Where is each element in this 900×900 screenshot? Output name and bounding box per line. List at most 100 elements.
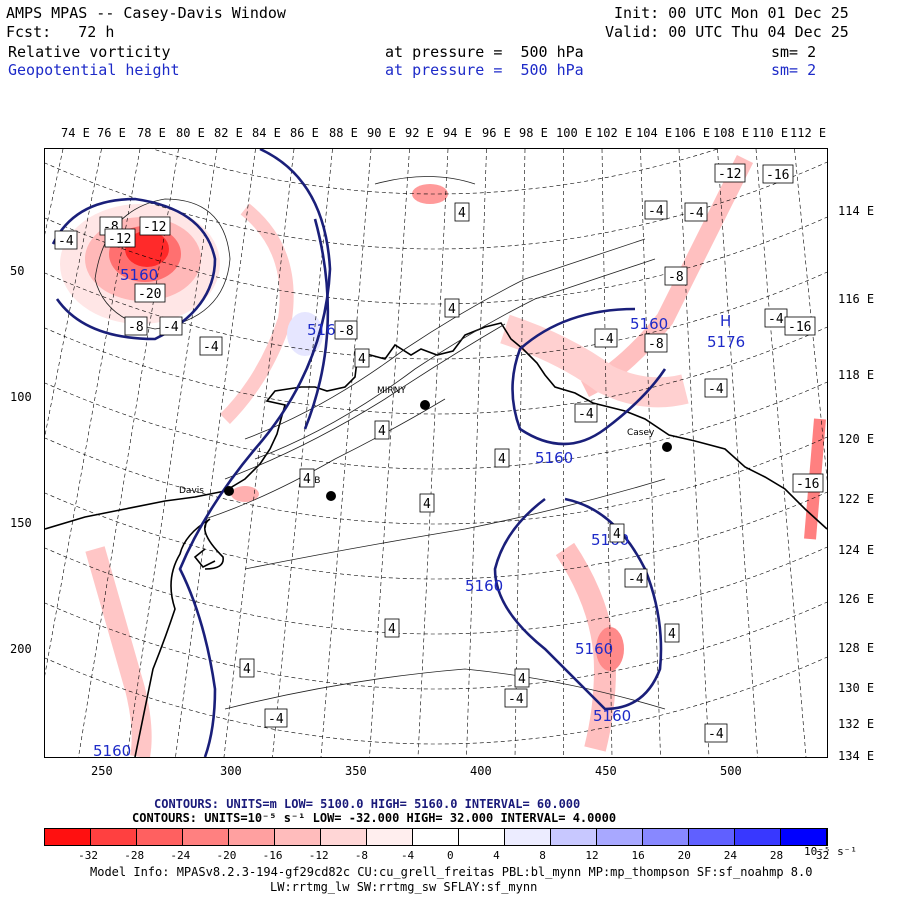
colorbar [44,828,828,846]
meridian-line [175,149,256,757]
map-panel: Davis Casey MIRNY MTB 5160 5160 5160 516… [44,148,828,758]
top-longitude-label: 100 E [556,126,593,140]
vorticity-label-box [714,163,746,183]
vorticity-label: -4 [708,727,724,742]
top-longitude-label: 76 E [97,126,126,140]
model-info: Model Info: MPASv8.2.3-194-gf29cd82c CU:… [90,865,813,879]
field1-name: Relative vorticity [8,43,171,61]
model-physics: LW:rrtmg_lw SW:rrtmg_sw SFLAY:sf_mynn [270,880,538,894]
colorbar-label: 8 [539,849,546,862]
meridian-line [601,149,613,757]
vorticity-label-box [574,403,598,423]
colorbar-swatch [597,829,643,845]
vort-contour-1 [244,238,646,440]
vorticity-label-box [494,448,510,468]
vorticity-contours [94,176,666,710]
vorticity-label-box [664,266,688,286]
parallel-line [45,436,827,525]
map-title: AMPS MPAS -- Casey-Davis Window [6,4,286,22]
meridian-line [272,149,333,757]
vorticity-label: 4 [518,672,526,687]
height-label: 5160 [593,707,631,725]
colorbar-swatch [413,829,459,845]
right-longitude-label: 126 E [838,592,875,606]
colorbar-swatch [321,829,367,845]
coastline-main [45,322,827,530]
meridian-line [717,149,758,757]
x-tick-label: 300 [220,764,242,778]
top-longitude-label: 96 E [482,126,511,140]
vort-shade-positive-blue [287,312,323,356]
meridian-line [794,149,827,482]
vorticity-label: -4 [708,382,724,397]
meridian-line [755,149,807,757]
vorticity-label: -4 [163,320,179,335]
right-longitude-label: 132 E [838,717,875,731]
coastline [45,322,827,757]
colorbar-swatch [91,829,137,845]
valid-time: Valid: 00 UTC Thu 04 Dec 25 [605,23,849,41]
vorticity-label-box [239,658,255,678]
colorbar-swatch [275,829,321,845]
station-markers [224,400,672,501]
vort-shade-spot-north [412,184,448,204]
x-tick-label: 500 [720,764,742,778]
vorticity-label: -4 [628,572,644,587]
meridian-line [369,149,410,757]
right-longitude-label: 122 E [838,492,875,506]
vorticity-label: -4 [768,312,784,327]
vorticity-label-box [624,568,648,588]
top-longitude-label: 108 E [713,126,750,140]
right-longitude-label: 130 E [838,681,875,695]
top-longitude-label: 78 E [137,126,166,140]
height-label: 5160 [535,449,573,467]
height-label: 5176 [707,333,745,351]
colorbar-swatch [183,829,229,845]
colorbar-swatch [689,829,735,845]
vorticity-label: -4 [598,332,614,347]
right-longitude-label: 124 E [838,543,875,557]
top-longitude-label: 110 E [752,126,789,140]
vorticity-label-box [704,723,728,743]
height-contour-cyclone [51,197,217,341]
vorticity-label-box [444,298,460,318]
vorticity-label-box [419,493,435,513]
right-longitude-label: 114 E [838,204,875,218]
top-longitude-label: 104 E [636,126,673,140]
colorbar-swatch [229,829,275,845]
vorticity-label-box [664,623,680,643]
coastline-lower [134,518,224,757]
vorticity-label: -4 [268,712,284,727]
vorticity-label-box [104,228,136,248]
top-longitude-label: 86 E [290,126,319,140]
vorticity-label: -4 [508,692,524,707]
parallel-line [45,216,827,305]
colorbar-swatch [367,829,413,845]
vorticity-label: -4 [58,234,74,249]
parallel-line [45,271,827,360]
colorbar-swatch [735,829,781,845]
vorticity-label-box [384,618,400,638]
parallel-line [45,546,827,635]
station-casey-label: Casey [627,428,655,438]
top-longitude-label: 90 E [367,126,396,140]
colorbar-label: 32 [816,849,830,862]
vorticity-label-box [264,708,288,728]
vort-shade-cyclone-core [125,231,169,267]
height-contour-west-trough [178,149,332,757]
y-tick-label: 150 [10,516,32,530]
top-longitude-label: 92 E [405,126,434,140]
top-longitude-label: 82 E [214,126,243,140]
vorticity-label: -16 [796,477,819,492]
y-tick-label: 200 [10,642,32,656]
top-longitude-label: 102 E [596,126,633,140]
colorbar-unit: 10⁻⁵ s⁻¹ [804,845,857,858]
meridian-line [223,149,295,757]
field1-smoothing: sm= 2 [771,43,817,61]
vorticity-label-box [704,378,728,398]
right-longitude-label: 116 E [838,292,875,306]
vorticity-label: 4 [668,627,676,642]
y-tick-label: 50 [10,264,25,278]
colorbar-label: -12 [308,849,329,862]
meridian-line [45,149,141,676]
